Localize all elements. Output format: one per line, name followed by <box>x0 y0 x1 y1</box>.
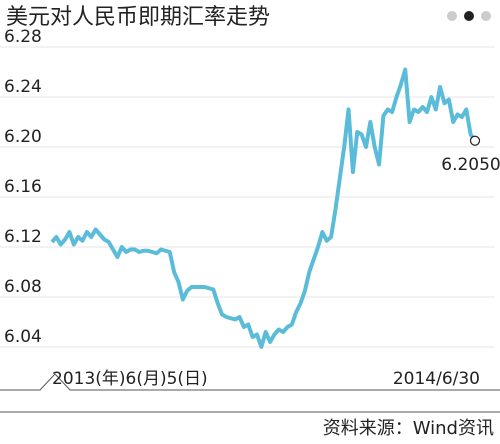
end-point <box>469 135 481 146</box>
value-label: 6.2050 <box>441 155 500 175</box>
y-tick-label: 6.28 <box>4 27 42 47</box>
y-tick-label: 6.04 <box>4 327 42 347</box>
source: 资料来源：Wind资讯 <box>323 418 494 439</box>
y-tick-label: 6.08 <box>4 277 42 297</box>
x-tick-label: 2013(年)6(月)5(日) <box>52 369 208 389</box>
y-tick-label: 6.16 <box>4 177 42 197</box>
page-dot <box>481 11 491 21</box>
y-tick-label: 6.24 <box>4 77 42 97</box>
chart-title: 美元对人民币即期汇率走势 <box>6 5 270 30</box>
line <box>50 67 477 349</box>
page-dot <box>447 11 457 21</box>
y-tick-label: 6.20 <box>4 127 42 147</box>
page-dot <box>464 11 474 21</box>
y-tick-label: 6.12 <box>4 227 42 247</box>
x-tick-label: 2014/6/30 <box>393 369 480 389</box>
x-axis <box>0 373 500 391</box>
page-dots <box>447 11 491 21</box>
